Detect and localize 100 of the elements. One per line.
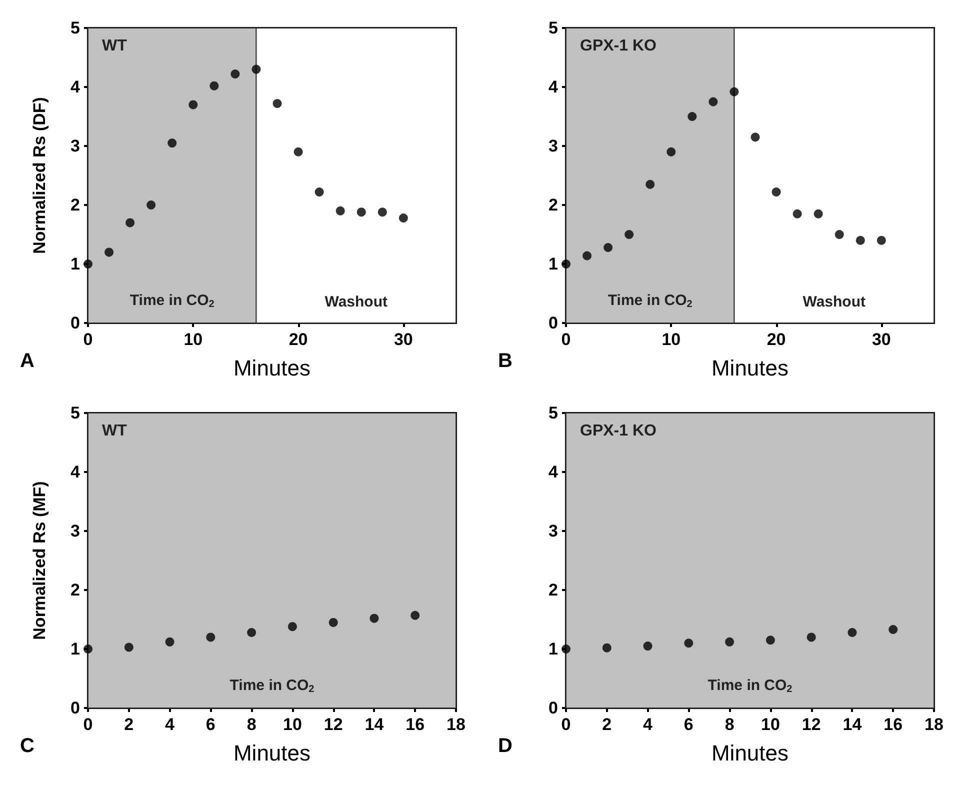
x-tick-label: 16 (406, 715, 425, 734)
band-label: Washout (324, 294, 388, 310)
point (370, 614, 379, 623)
x-tick-label: 0 (561, 715, 571, 734)
x-tick-label: 20 (288, 330, 308, 349)
point (684, 638, 694, 648)
x-tick-label: 0 (83, 715, 93, 734)
annotation: GPX-1 KO (580, 38, 656, 54)
point (708, 97, 718, 106)
point (602, 643, 612, 652)
x-tick-label: 14 (364, 715, 384, 734)
point (876, 236, 886, 245)
y-tick-label: 2 (548, 196, 558, 214)
point (314, 188, 324, 197)
x-tick-label: 10 (184, 330, 203, 349)
y-tick-label: 3 (70, 522, 80, 540)
y-tick-label: 3 (548, 522, 558, 540)
x-tick-label: 0 (83, 330, 93, 349)
y-tick-label: 4 (70, 78, 81, 96)
y-tick-label: 1 (548, 640, 558, 658)
point (252, 64, 261, 74)
point (210, 81, 219, 90)
point (104, 248, 114, 257)
y-tick-label: 2 (70, 580, 80, 600)
point (848, 628, 857, 637)
point (730, 87, 739, 96)
point (410, 610, 420, 620)
point (165, 637, 174, 646)
point (888, 625, 898, 634)
point (856, 236, 865, 245)
x-tick-label: 10 (760, 715, 780, 734)
point (646, 180, 655, 189)
x-axis-title: Minutes (711, 356, 789, 380)
y-tick-label: 1 (548, 254, 558, 274)
text: A (20, 350, 34, 372)
point (806, 632, 816, 642)
point (643, 642, 652, 651)
point (378, 208, 387, 217)
x-tick-label: 12 (324, 715, 343, 734)
point (688, 112, 697, 121)
point (562, 644, 570, 654)
point (356, 208, 366, 217)
x-tick-label: 20 (766, 330, 786, 349)
y-axis-title: Normalized Rs (MF) (30, 481, 49, 640)
annotation: WT (102, 38, 128, 54)
text: C (20, 735, 34, 757)
y-axis-title: Normalized Rs (DF) (30, 97, 49, 254)
point (772, 188, 781, 197)
x-tick-label: 4 (165, 715, 176, 734)
x-axis-title: Minutes (233, 356, 311, 380)
point (84, 260, 92, 268)
point (562, 260, 570, 268)
y-tick-label: 0 (70, 314, 80, 332)
point (398, 213, 408, 222)
point (126, 218, 135, 228)
x-tick-label: 6 (684, 715, 694, 734)
x-tick-label: 18 (924, 715, 944, 734)
x-tick-label: 8 (246, 715, 256, 734)
x-tick-label: 14 (842, 715, 862, 734)
x-tick-label: 2 (124, 715, 134, 734)
x-tick-label: 12 (802, 715, 821, 734)
point (624, 230, 634, 239)
band-label: Washout (802, 294, 866, 310)
point (336, 206, 345, 216)
y-tick-label: 0 (70, 698, 80, 718)
point (84, 644, 92, 654)
y-tick-label: 1 (70, 254, 80, 274)
x-tick-label: 10 (282, 715, 302, 734)
point (247, 628, 256, 637)
x-axis-title: Minutes (711, 740, 789, 766)
y-tick-label: 5 (548, 18, 558, 38)
point (294, 147, 303, 156)
point (814, 209, 823, 218)
point (604, 242, 613, 252)
y-tick-label: 3 (548, 136, 558, 156)
y-tick-label: 4 (70, 462, 81, 482)
x-tick-label: 18 (446, 715, 466, 734)
point (834, 230, 844, 239)
x-tick-label: 8 (724, 715, 734, 734)
y-tick-label: 2 (548, 580, 558, 600)
annotation: WT (102, 422, 128, 440)
x-tick-label: 4 (643, 715, 654, 734)
y-tick-label: 5 (70, 18, 80, 38)
y-tick-label: 0 (548, 698, 558, 718)
y-tick-label: 4 (548, 78, 559, 96)
y-tick-label: 5 (548, 404, 558, 422)
x-tick-label: 2 (602, 715, 612, 734)
y-tick-label: 0 (548, 314, 558, 332)
text: D (498, 735, 512, 757)
point (124, 642, 134, 652)
y-tick-label: 2 (70, 196, 80, 214)
y-tick-label: 1 (70, 640, 80, 658)
point (168, 138, 177, 148)
x-tick-label: 30 (872, 330, 891, 349)
x-axis-title: Minutes (233, 740, 311, 766)
x-tick-label: 30 (394, 330, 413, 349)
point (582, 251, 592, 260)
x-tick-label: 16 (884, 715, 903, 734)
point (792, 209, 802, 218)
point (206, 632, 216, 642)
